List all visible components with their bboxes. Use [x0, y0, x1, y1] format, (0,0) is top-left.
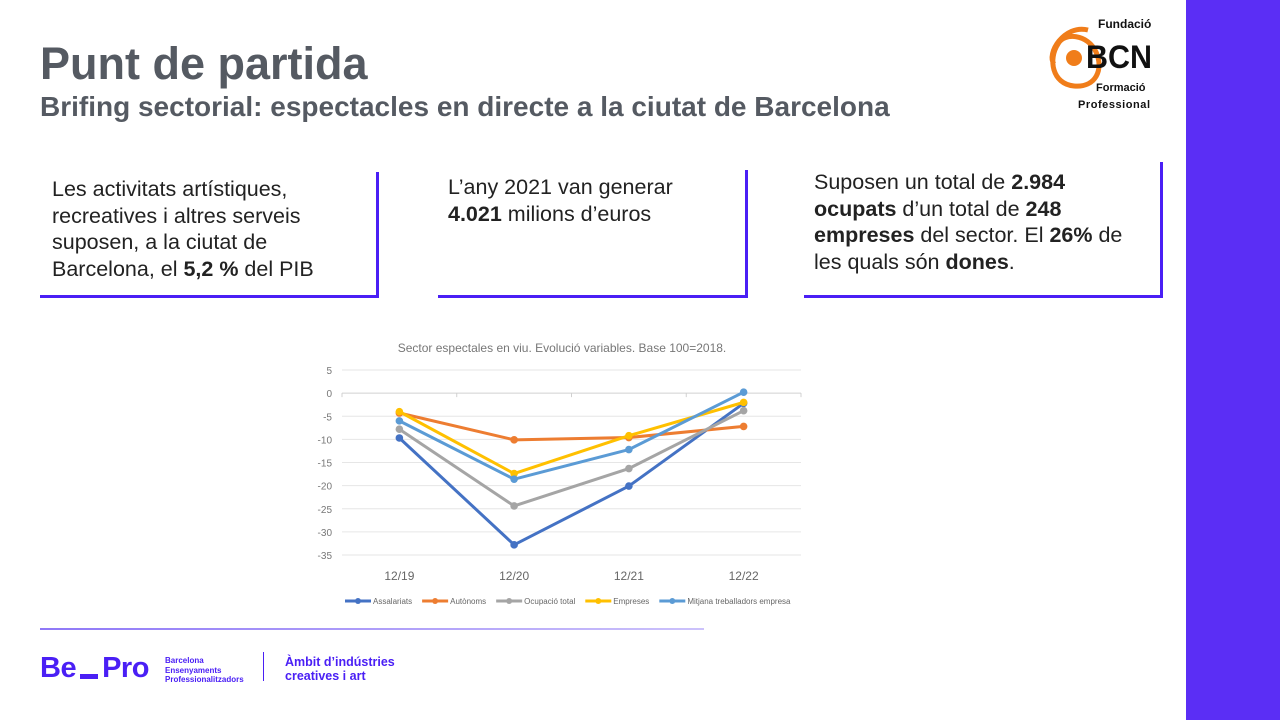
card-text-segment: d’un total de — [896, 196, 1026, 221]
card-highlight: dones — [945, 249, 1009, 274]
card-highlight: 248 empreses — [814, 196, 1062, 248]
card-highlight: 26% — [1049, 223, 1093, 247]
data-point — [395, 425, 404, 433]
card-text: Suposen un total de 2.984 ocupats d’un t… — [814, 169, 1144, 275]
logo-text-fundacio: Fundació — [1098, 17, 1151, 31]
data-point — [510, 475, 518, 483]
data-point — [739, 388, 748, 396]
y-tick-label: -5 — [323, 412, 332, 423]
card-highlight: 4.021 — [448, 201, 502, 226]
series-line — [398, 402, 745, 547]
card-text: Les activitats artístiques, recreatives … — [52, 176, 352, 282]
legend-marker — [669, 598, 676, 604]
chart-title: Sector espectales en viu. Evolució varia… — [398, 341, 727, 355]
card-border-bottom — [804, 295, 1163, 298]
legend-label: Autònoms — [450, 597, 486, 606]
data-point — [510, 541, 518, 549]
data-point — [510, 469, 518, 478]
legend-marker — [432, 598, 439, 604]
card-text-segment: del PIB — [238, 256, 314, 281]
logo-text-professional: Professional — [1078, 99, 1150, 111]
data-point — [739, 398, 748, 407]
data-point — [625, 464, 633, 473]
card-text-segment: del sector. El — [914, 223, 1050, 247]
card-border-bottom — [40, 295, 379, 298]
card-text-segment: de les quals són — [814, 223, 1123, 274]
legend-label: Mitjana treballadors empresa — [687, 597, 791, 606]
fundacio-bcn-logo: Fundació BCN Formació Professional — [1044, 14, 1160, 122]
series-line — [398, 400, 745, 476]
legend-marker — [595, 598, 602, 604]
card-highlight: 5,2 % — [183, 256, 239, 281]
legend-marker — [506, 598, 513, 604]
y-tick-label: -30 — [318, 528, 333, 539]
y-tick-label: -25 — [318, 505, 333, 516]
card-border-bottom — [438, 295, 748, 298]
series-line — [399, 411, 744, 442]
bepro-line: Ensenyaments — [165, 665, 222, 675]
card-border-right — [376, 172, 379, 298]
line-chart: Sector espectales en viu. Evolució varia… — [318, 341, 802, 606]
card-border-right — [1160, 162, 1163, 298]
ambit-line: Àmbit d’indústries — [285, 655, 395, 669]
x-tick-label: 12/22 — [729, 569, 759, 583]
card-highlight: 2.984 ocupats — [814, 170, 1066, 221]
y-tick-label: -35 — [318, 551, 333, 562]
data-point — [625, 431, 633, 440]
bepro-logo: Be Pro — [40, 652, 149, 684]
data-point — [510, 436, 518, 444]
y-tick-label: -10 — [318, 435, 333, 446]
y-tick-label: 0 — [326, 389, 332, 400]
card-text-segment: L’any 2021 van generar — [448, 175, 673, 199]
x-tick-label: 12/21 — [614, 569, 644, 583]
data-point — [625, 482, 633, 490]
series-line — [398, 390, 745, 481]
ambit-label: Àmbit d’indústries creatives i art — [285, 655, 395, 683]
page-title: Punt de partida — [40, 38, 368, 89]
data-point — [739, 422, 748, 431]
card-text-segment: Les activitats artístiques, recreatives … — [52, 177, 301, 281]
series-line — [398, 409, 745, 508]
y-tick-label: 5 — [326, 366, 332, 377]
x-tick-label: 12/20 — [499, 569, 529, 583]
bepro-subtitle: Barcelona Ensenyaments Professionalitzad… — [165, 656, 244, 685]
footer-separator — [263, 652, 264, 681]
bepro-line: Barcelona — [165, 656, 204, 665]
logo-text-formacio: Formació — [1096, 82, 1146, 94]
page-subtitle: Brifing sectorial: espectacles en direct… — [40, 91, 890, 122]
ambit-line: creatives i art — [285, 669, 366, 683]
y-tick-label: -15 — [318, 459, 333, 470]
side-accent-bar — [1186, 0, 1280, 720]
x-tick-label: 12/19 — [384, 569, 414, 583]
legend-label: Assalariats — [373, 597, 412, 606]
card-text-segment: milions d’euros — [501, 201, 652, 226]
legend-marker — [355, 598, 361, 604]
data-point — [395, 434, 404, 442]
footer-divider — [40, 628, 704, 630]
data-point — [625, 445, 633, 454]
logo-text-bcn: BCN — [1086, 39, 1152, 75]
legend-label: Empreses — [613, 597, 649, 606]
card-text-segment: . — [1008, 249, 1015, 274]
data-point — [395, 417, 404, 425]
card-border-right — [745, 170, 748, 298]
data-point — [739, 406, 748, 415]
card-text: L’any 2021 van generar 4.021 milions d’e… — [448, 174, 718, 227]
y-tick-label: -20 — [318, 482, 333, 493]
data-point — [395, 407, 404, 416]
legend-label: Ocupació total — [524, 597, 575, 606]
bepro-line: Professionalitzadors — [165, 675, 244, 684]
data-point — [510, 502, 518, 510]
card-text-segment: Suposen un total de — [814, 170, 1012, 194]
